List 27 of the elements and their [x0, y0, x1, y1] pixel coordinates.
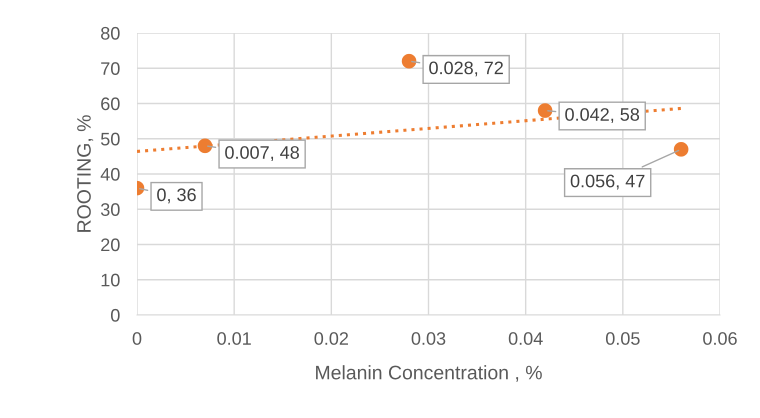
x-tick-label: 0.05 — [606, 332, 640, 345]
x-tick-label: 0.03 — [412, 332, 446, 345]
point — [674, 142, 688, 157]
point — [538, 103, 552, 118]
data-label: 0.007, 48 — [225, 146, 299, 162]
data-label: 0, 36 — [157, 188, 196, 204]
x-axis-title: Melanin Concentration , % — [316, 365, 542, 382]
y-tick-label: 60 — [101, 97, 120, 110]
y-tick-label: 50 — [100, 132, 120, 146]
x-tick-label: 0 — [132, 332, 142, 345]
x-tick-label: 0.01 — [217, 332, 251, 345]
data-label: 0.056, 47 — [570, 174, 644, 190]
y-tick-label: 0 — [111, 308, 120, 322]
x-tick-label: 0.04 — [508, 332, 543, 345]
y-tick-label: 30 — [100, 203, 120, 216]
data-label: 0.042, 58 — [565, 108, 640, 124]
x-tick-label: 0.02 — [314, 332, 348, 345]
y-tick-label: 70 — [101, 62, 120, 75]
x-tick-label: 0.06 — [703, 332, 737, 345]
y-tick-label: 80 — [101, 26, 120, 40]
y-tick-label: 40 — [100, 168, 120, 181]
data-label: 0.028, 72 — [429, 62, 503, 76]
y-tick-label: 20 — [101, 238, 120, 252]
y-axis-title: ROOTING, % — [77, 115, 94, 232]
y-tick-label: 10 — [102, 274, 120, 286]
point — [402, 54, 416, 68]
point — [198, 138, 212, 154]
